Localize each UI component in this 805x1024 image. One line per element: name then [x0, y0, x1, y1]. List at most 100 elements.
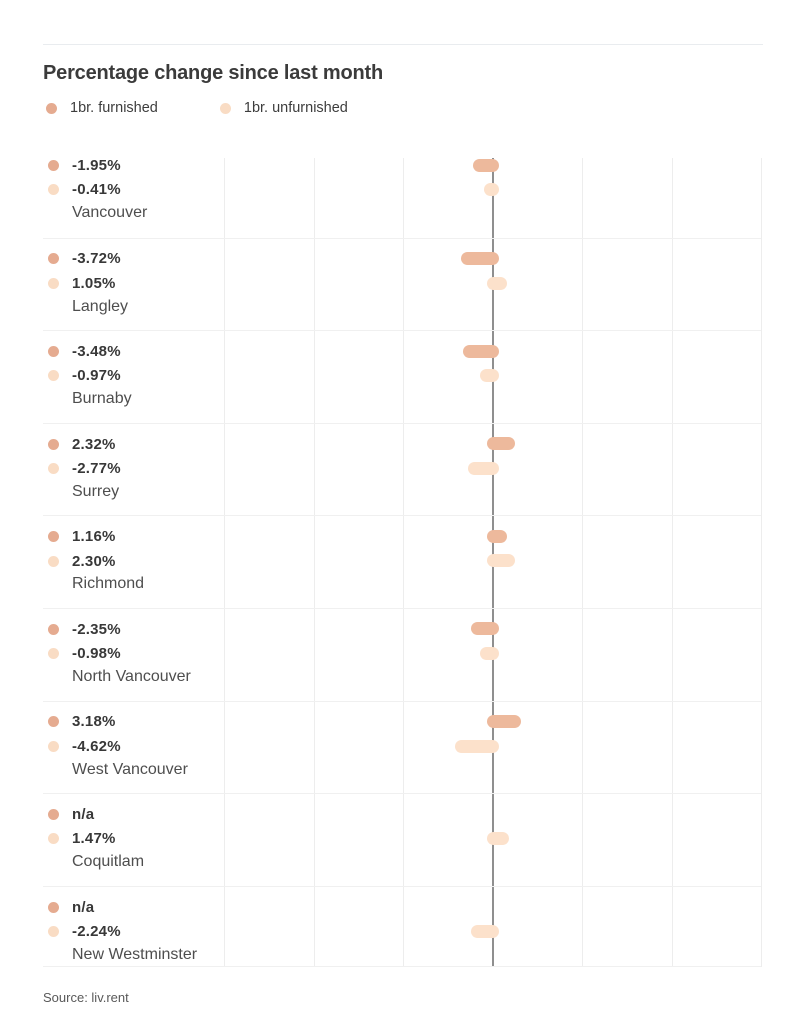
- furnished-value: n/a: [72, 898, 95, 916]
- furnished-value: -2.35%: [72, 620, 121, 638]
- unfurnished-value: 1.05%: [72, 274, 116, 292]
- city-label: Vancouver: [72, 204, 148, 221]
- unfurnished-value-line: 1.05%: [43, 271, 224, 296]
- unfurnished-value-line: 2.30%: [43, 549, 224, 574]
- furnished-dot-icon: [48, 531, 59, 543]
- row-labels: 1.16% 2.30% Richmond: [43, 516, 224, 608]
- row-labels: n/a 1.47% Coquitlam: [43, 794, 224, 886]
- legend-item-unfurnished: 1br. unfurnished: [219, 100, 348, 116]
- furnished-dot-icon: [48, 716, 59, 728]
- furnished-dot-icon: [48, 901, 59, 913]
- unfurnished-dot-icon: [48, 740, 59, 752]
- bar-unfurnished: [479, 369, 500, 383]
- city-label: New Westminster: [72, 945, 198, 963]
- legend-label-furnished: 1br. furnished: [70, 100, 158, 116]
- row-chart-band: [224, 702, 761, 794]
- furnished-value: 1.16%: [72, 528, 116, 546]
- unfurnished-value: -2.77%: [72, 460, 121, 478]
- bar-furnished: [486, 437, 516, 451]
- furnished-legend-dot-icon: [46, 102, 57, 114]
- unfurnished-value: 2.30%: [72, 552, 116, 570]
- furnished-value-line: -1.95%: [43, 153, 224, 178]
- unfurnished-value-line: 1.47%: [43, 827, 224, 852]
- unfurnished-value-line: -0.97%: [43, 364, 224, 389]
- top-divider: [43, 44, 763, 45]
- bar-unfurnished: [471, 924, 500, 938]
- city-label: West Vancouver: [72, 760, 188, 778]
- furnished-value: 3.18%: [72, 713, 116, 731]
- chart-row: -3.72% 1.05% Langley: [43, 237, 761, 331]
- furnished-value-line: -3.72%: [43, 247, 224, 272]
- bar-furnished: [486, 529, 508, 543]
- unfurnished-value: -0.98%: [72, 645, 121, 663]
- bar-unfurnished: [486, 832, 510, 846]
- city-label: Langley: [72, 297, 129, 315]
- furnished-dot-icon: [48, 345, 59, 357]
- row-chart-band: [224, 331, 761, 423]
- bar-unfurnished: [479, 646, 500, 660]
- chart-row: 1.16% 2.30% Richmond: [43, 515, 761, 608]
- bar-unfurnished: [455, 739, 500, 753]
- unfurnished-dot-icon: [48, 555, 59, 567]
- bar-unfurnished: [486, 276, 507, 290]
- row-labels: 3.18% -4.62% West Vancouver: [43, 702, 224, 794]
- furnished-dot-icon: [48, 438, 59, 450]
- unfurnished-dot-icon: [48, 184, 59, 196]
- row-chart-band: [224, 794, 761, 886]
- page-title: Percentage change since last month: [43, 62, 383, 84]
- legend: 1br. furnished 1br. unfurnished: [46, 100, 805, 116]
- bar-furnished: [470, 622, 500, 636]
- unfurnished-value: -0.41%: [72, 181, 121, 199]
- gridline: [761, 158, 762, 968]
- bar-furnished: [461, 252, 500, 266]
- unfurnished-value-line: -2.24%: [43, 919, 224, 944]
- furnished-value-line: 3.18%: [43, 710, 224, 735]
- legend-item-furnished: 1br. furnished: [46, 100, 158, 116]
- furnished-dot-icon: [48, 808, 59, 820]
- city-label: Burnaby: [72, 390, 132, 408]
- unfurnished-value: -4.62%: [72, 737, 121, 755]
- city-label: Surrey: [72, 482, 120, 500]
- row-labels: 2.32% -2.77% Surrey: [43, 424, 224, 516]
- furnished-value-line: n/a: [43, 895, 224, 920]
- bar-furnished: [462, 344, 500, 358]
- unfurnished-dot-icon: [48, 277, 59, 289]
- source-attribution: Source: liv.rent: [43, 990, 129, 1006]
- unfurnished-legend-dot-icon: [219, 102, 231, 114]
- bar-furnished: [473, 158, 500, 172]
- unfurnished-value-line: -2.77%: [43, 456, 224, 481]
- furnished-dot-icon: [48, 623, 59, 635]
- row-labels: -2.35% -0.98% North Vancouver: [43, 609, 224, 701]
- unfurnished-dot-icon: [48, 833, 59, 845]
- unfurnished-dot-icon: [48, 370, 59, 382]
- chart-row: -3.48% -0.97% Burnaby: [43, 330, 761, 423]
- furnished-value-line: 1.16%: [43, 524, 224, 549]
- row-labels: -3.72% 1.05% Langley: [43, 239, 224, 331]
- chart-body: -1.95% -0.41% Vancouver -3.72%: [43, 145, 762, 968]
- furnished-value: -3.72%: [72, 250, 121, 268]
- unfurnished-value: -0.97%: [72, 367, 121, 385]
- unfurnished-value-line: -0.98%: [43, 641, 224, 666]
- chart-row: 3.18% -4.62% West Vancouver: [43, 700, 761, 794]
- furnished-value: 2.32%: [72, 435, 116, 453]
- row-chart-band: [224, 516, 761, 608]
- furnished-value: n/a: [72, 805, 95, 823]
- furnished-value-line: -2.35%: [43, 617, 224, 642]
- row-chart-band: [224, 887, 761, 966]
- unfurnished-dot-icon: [48, 648, 59, 660]
- furnished-dot-icon: [48, 253, 59, 265]
- row-chart-band: [224, 239, 761, 331]
- furnished-dot-icon: [48, 159, 59, 171]
- furnished-value: -1.95%: [72, 156, 121, 174]
- furnished-value-line: 2.32%: [43, 432, 224, 457]
- unfurnished-value: 1.47%: [72, 830, 116, 848]
- city-label: North Vancouver: [72, 667, 191, 685]
- unfurnished-dot-icon: [48, 463, 59, 475]
- row-labels: -1.95% -0.41% Vancouver: [43, 145, 224, 238]
- chart-row: n/a -2.24% New Westminster: [43, 885, 761, 968]
- chart-row: 2.32% -2.77% Surrey: [43, 422, 761, 516]
- chart-row: -1.95% -0.41% Vancouver: [43, 145, 761, 238]
- row-labels: n/a -2.24% New Westminster: [43, 887, 224, 966]
- row-chart-band: [224, 145, 761, 238]
